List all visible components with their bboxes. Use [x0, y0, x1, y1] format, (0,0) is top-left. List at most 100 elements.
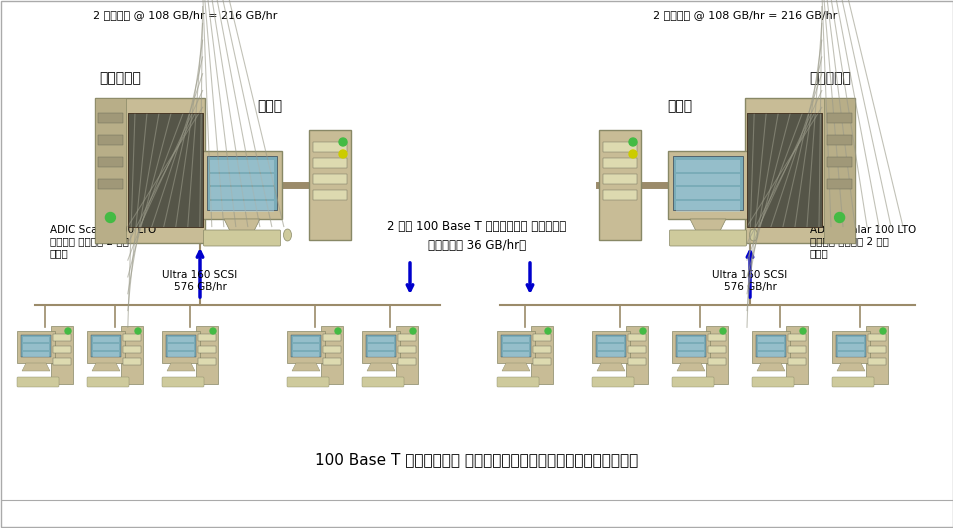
Bar [837, 337, 863, 342]
Bar [87, 331, 125, 363]
Bar [198, 346, 215, 353]
Bar [168, 337, 193, 342]
Bar [531, 326, 553, 384]
Bar [602, 158, 637, 168]
Bar [210, 187, 274, 199]
Polygon shape [367, 363, 395, 371]
Bar [627, 334, 645, 341]
Bar [676, 174, 740, 185]
Bar [676, 335, 705, 357]
Bar [502, 344, 529, 350]
Bar [867, 346, 885, 353]
Bar [758, 337, 783, 342]
Bar [166, 335, 195, 357]
Bar [602, 142, 637, 152]
Bar [323, 346, 340, 353]
FancyBboxPatch shape [361, 377, 403, 387]
Circle shape [639, 328, 645, 334]
Bar [202, 151, 282, 219]
Circle shape [628, 150, 637, 158]
Bar [293, 337, 318, 342]
Bar [293, 352, 318, 357]
FancyBboxPatch shape [669, 230, 745, 246]
Bar [502, 337, 529, 342]
Bar [867, 358, 885, 365]
Polygon shape [689, 219, 725, 231]
Bar [865, 326, 887, 384]
Polygon shape [167, 363, 194, 371]
FancyBboxPatch shape [831, 377, 873, 387]
Bar [497, 331, 535, 363]
Bar [128, 114, 202, 227]
Bar [395, 326, 417, 384]
Bar [313, 142, 347, 152]
FancyBboxPatch shape [203, 230, 280, 246]
Bar [23, 352, 49, 357]
Bar [826, 112, 851, 122]
Bar [123, 346, 141, 353]
Bar [826, 156, 851, 166]
Bar [667, 151, 747, 219]
Polygon shape [836, 363, 864, 371]
Bar [755, 335, 785, 357]
Ellipse shape [749, 229, 757, 241]
Polygon shape [292, 363, 319, 371]
Bar [705, 326, 727, 384]
Bar [366, 335, 395, 357]
Bar [758, 352, 783, 357]
Bar [293, 344, 318, 350]
FancyBboxPatch shape [671, 377, 713, 387]
Bar [835, 335, 865, 357]
Bar [707, 358, 725, 365]
Bar [533, 346, 551, 353]
Text: ADIC Scalar 100 LTO
（テープ ドライブ 2 台を
含む）: ADIC Scalar 100 LTO （テープ ドライブ 2 台を 含む） [50, 225, 156, 258]
Circle shape [65, 328, 71, 334]
Polygon shape [757, 363, 784, 371]
Bar [823, 98, 854, 242]
Bar [53, 358, 71, 365]
Bar [598, 130, 640, 240]
Bar [592, 331, 629, 363]
Polygon shape [224, 219, 260, 231]
Polygon shape [91, 363, 120, 371]
Polygon shape [597, 363, 624, 371]
Bar [95, 98, 126, 242]
Bar [121, 326, 143, 384]
Circle shape [135, 328, 141, 334]
FancyBboxPatch shape [17, 377, 59, 387]
Bar [678, 352, 703, 357]
Bar [195, 326, 218, 384]
Text: 2 ドライブ @ 108 GB/hr = 216 GB/hr: 2 ドライブ @ 108 GB/hr = 216 GB/hr [92, 10, 277, 20]
Text: Ultra 160 SCSI
576 GB/hr: Ultra 160 SCSI 576 GB/hr [712, 270, 787, 291]
Circle shape [338, 138, 347, 146]
Bar [826, 178, 851, 188]
Bar [598, 344, 623, 350]
Polygon shape [677, 363, 704, 371]
Bar [598, 352, 623, 357]
Polygon shape [501, 363, 530, 371]
Bar [751, 331, 789, 363]
Bar [837, 352, 863, 357]
Bar [23, 337, 49, 342]
Text: ライブラリ: ライブラリ [808, 71, 850, 85]
Bar [671, 331, 709, 363]
Bar [746, 114, 821, 227]
Bar [500, 335, 531, 357]
Bar [168, 352, 193, 357]
Bar [785, 326, 807, 384]
Polygon shape [22, 363, 50, 371]
Bar [787, 334, 805, 341]
Circle shape [210, 328, 215, 334]
Bar [198, 358, 215, 365]
Bar [123, 358, 141, 365]
Text: サーバ: サーバ [257, 99, 282, 113]
Bar [23, 344, 49, 350]
Bar [678, 337, 703, 342]
Bar [123, 334, 141, 341]
Bar [627, 346, 645, 353]
Bar [837, 344, 863, 350]
Bar [98, 112, 123, 122]
Bar [707, 346, 725, 353]
Bar [746, 114, 821, 227]
Circle shape [800, 328, 805, 334]
